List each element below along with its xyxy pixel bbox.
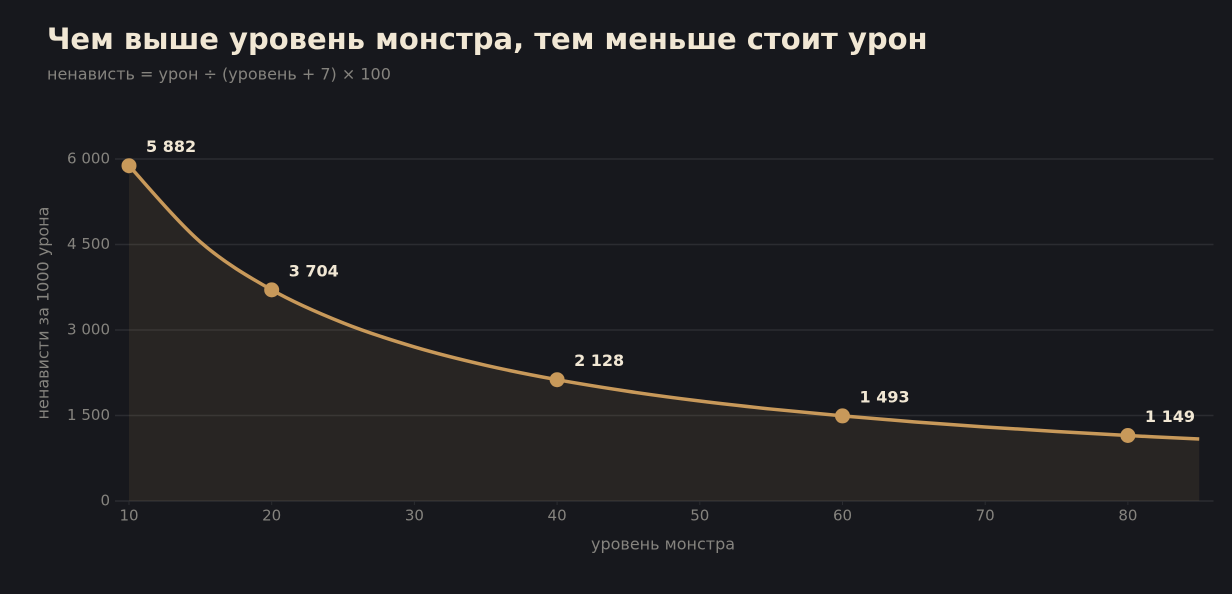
y-tick-label: 0 [100,492,110,510]
x-tick-label: 60 [833,507,852,525]
y-axis-label: ненависти за 1000 урона [34,207,53,420]
point [1120,428,1136,444]
data-label: 5 882 [146,137,196,156]
point [264,282,280,298]
x-tick-label: 30 [405,507,424,525]
x-tick-label: 80 [1118,507,1137,525]
chart-subtitle: ненависть = урон ÷ (уровень + 7) × 100 [47,65,391,84]
x-tick-label: 70 [976,507,995,525]
point [834,408,850,424]
data-label: 2 128 [574,351,624,370]
x-axis-label: уровень монстра [591,535,735,554]
y-tick-label: 6 000 [67,150,110,168]
x-tick-label: 40 [548,507,567,525]
data-label: 3 704 [289,261,339,280]
point [549,372,565,388]
y-tick-label: 4 500 [67,235,110,253]
data-label: 1 149 [1145,407,1195,426]
y-tick-label: 3 000 [67,321,110,339]
x-tick-label: 50 [690,507,709,525]
y-tick-label: 1 500 [67,406,110,424]
point [121,158,137,174]
x-tick-label: 20 [262,507,281,525]
x-tick-label: 10 [119,507,138,525]
chart-title: Чем выше уровень монстра, тем меньше сто… [47,22,928,56]
line [127,164,1200,441]
data-label: 1 493 [859,387,909,406]
area [129,165,1200,501]
